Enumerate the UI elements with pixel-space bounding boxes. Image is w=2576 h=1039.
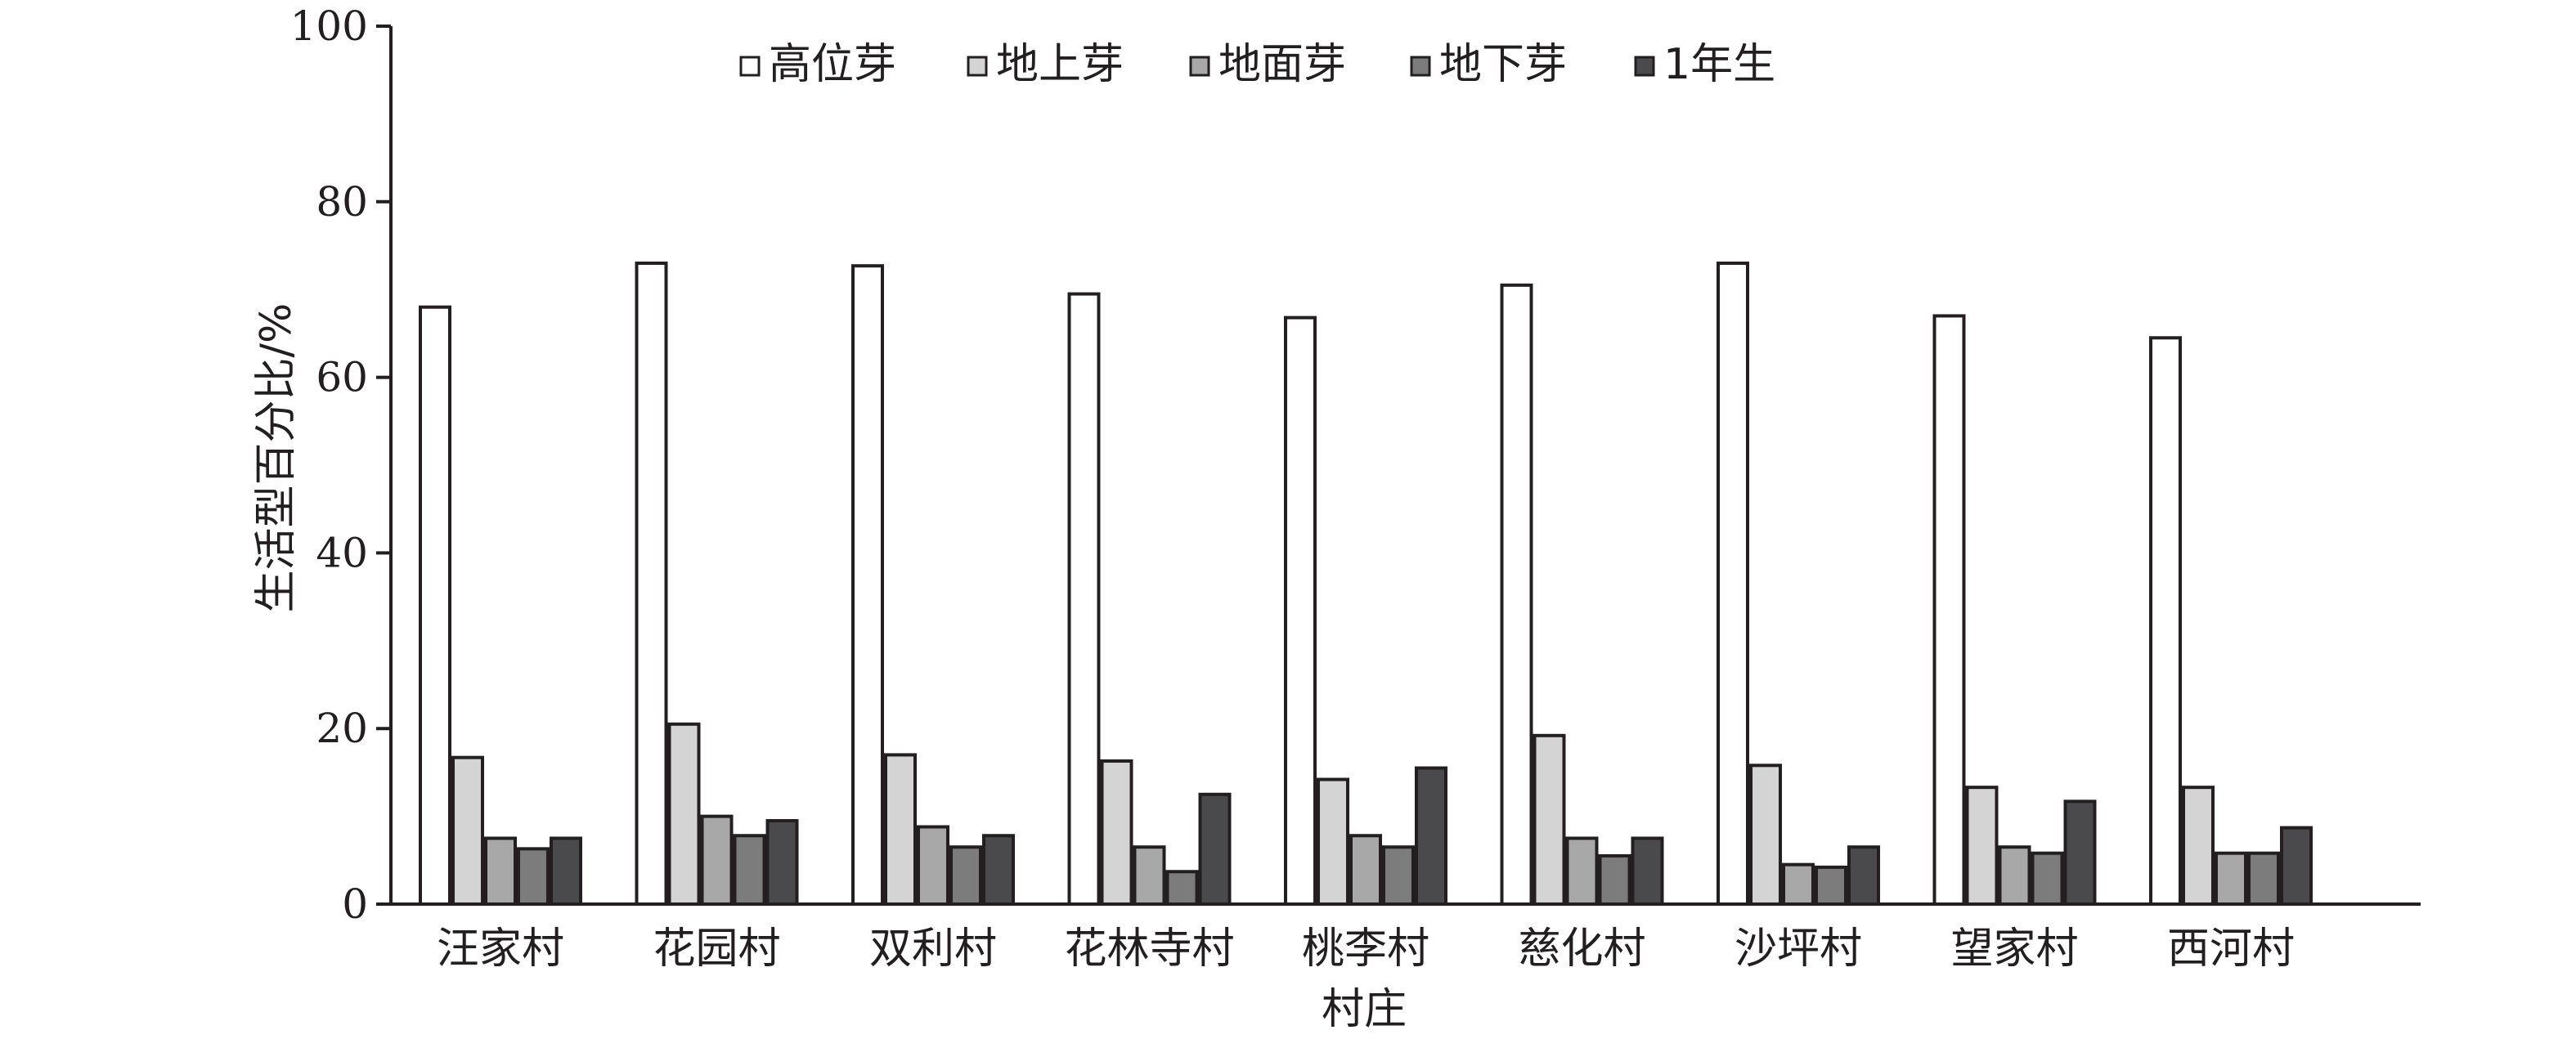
bar-5-4 [1631,836,1664,906]
bar-6-0 [1717,261,1749,907]
bar-0-2 [484,836,517,906]
y-tick-label: 100 [290,2,368,50]
bar-5-1 [1533,733,1566,906]
legend-label-0: 高位芽 [769,40,896,89]
x-tick-label: 沙坪村 [1735,925,1862,974]
legend-label-4: 1年生 [1663,40,1775,89]
bar-0-1 [451,755,484,907]
bar-8-3 [2247,851,2280,907]
x-axis-title: 村庄 [1322,985,1407,1034]
bar-3-2 [1133,845,1166,906]
bar-1-1 [667,722,701,907]
bar-1-3 [733,834,766,907]
bar-7-2 [1998,845,2031,906]
legend-label-2: 地面芽 [1218,40,1346,89]
bar-7-3 [2031,851,2064,907]
bar-0-0 [419,305,451,906]
bar-8-4 [2280,826,2313,907]
x-tick-label: 桃李村 [1302,925,1429,974]
bar-4-2 [1349,834,1382,907]
bar-1-0 [635,261,668,907]
bar-2-3 [949,845,982,906]
x-tick-label: 花林寺村 [1064,925,1234,974]
x-tick-label: 慈化村 [1518,925,1645,974]
bar-6-1 [1749,764,1782,906]
legend: 高位芽 地上芽 地面芽 地下芽 1年生 [739,40,1775,89]
bar-0-4 [550,836,582,906]
x-tick-label: 汪家村 [437,925,564,974]
y-axis-title: 生活型百分比/% [252,303,301,613]
y-tick-label: 0 [342,880,368,928]
bar-3-0 [1067,292,1101,906]
bar-8-0 [2149,336,2182,906]
bar-2-0 [851,264,884,906]
bar-4-4 [1415,766,1447,907]
bar-4-3 [1382,845,1415,906]
bar-2-4 [982,834,1015,907]
bar-3-3 [1165,870,1199,906]
bar-8-1 [2182,786,2215,907]
bar-0-3 [517,847,550,907]
x-tick-label: 双利村 [869,925,997,974]
legend-swatch-1 [967,56,988,77]
y-tick-label: 60 [316,354,368,401]
legend-swatch-3 [1410,56,1431,77]
bar-2-2 [917,825,949,906]
y-tick-label: 80 [316,178,368,226]
bar-1-4 [765,818,799,906]
bar-7-0 [1932,314,1966,907]
bar-6-3 [1815,865,1847,906]
legend-swatch-2 [1189,56,1210,77]
bar-6-4 [1847,845,1880,906]
bar-3-4 [1198,792,1232,906]
bar-4-1 [1317,777,1349,906]
bar-4-0 [1284,316,1317,906]
bar-7-1 [1965,786,1999,907]
labels: 0 20 40 60 80 100 生活型百分比/% 村庄 汪家村 花园村 双利村 花林寺村 桃李村 慈化… [252,2,2295,1034]
y-tick-label: 20 [316,705,368,752]
bars [419,261,2313,907]
legend-swatch-4 [1634,56,1655,77]
legend-swatch-0 [739,56,761,77]
bar-1-2 [700,814,734,906]
bar-5-3 [1598,853,1631,907]
legend-label-1: 地上芽 [996,40,1124,89]
bar-3-1 [1100,759,1133,906]
bar-6-2 [1782,862,1815,907]
bar-2-1 [884,753,917,906]
x-tick-label: 花园村 [653,925,780,974]
bar-8-2 [2215,851,2247,907]
bar-5-2 [1565,836,1599,906]
y-tick-label: 40 [316,529,368,576]
bar-5-0 [1500,283,1533,906]
legend-label-3: 地下芽 [1439,40,1567,89]
bar-7-4 [2063,799,2097,906]
x-tick-label: 西河村 [2167,925,2295,974]
x-tick-label: 望家村 [1950,925,2078,974]
